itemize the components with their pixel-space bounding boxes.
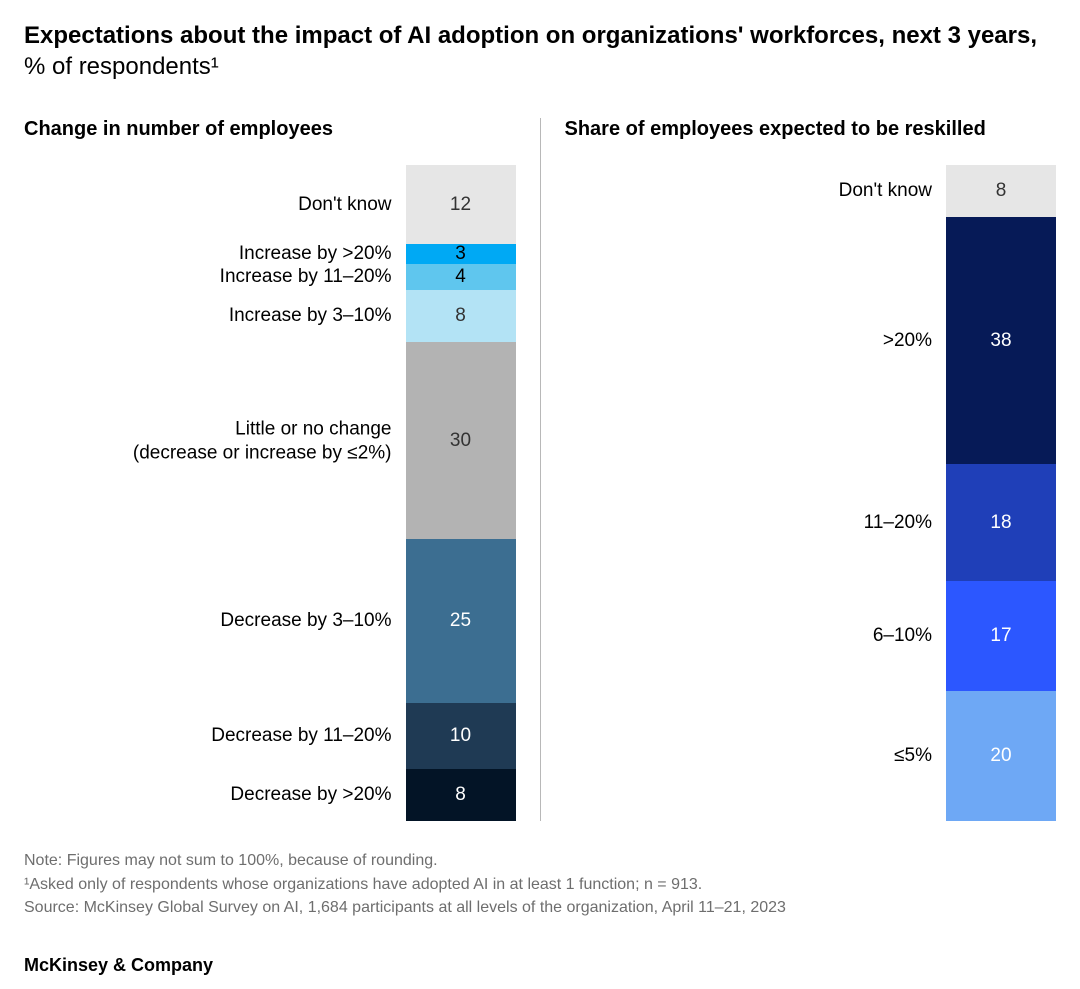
chart-right-bar: 8Don't know38>20%1811–20%176–10%20≤5% — [946, 165, 1056, 821]
bar-segment: 30Little or no change(decrease or increa… — [406, 342, 516, 539]
chart-left-bar: 12Don't know3Increase by >20%4Increase b… — [406, 165, 516, 821]
segment-label-sub: (decrease or increase by ≤2%) — [133, 441, 392, 465]
bar-segment: 4Increase by 11–20% — [406, 264, 516, 290]
bar-segment: 8Don't know — [946, 165, 1056, 217]
segment-label: Increase by 11–20% — [220, 265, 406, 289]
segment-label: Increase by >20% — [239, 242, 406, 266]
segment-label: >20% — [883, 329, 946, 353]
segment-label: Decrease by 11–20% — [211, 724, 405, 748]
bar-segment: 8Increase by 3–10% — [406, 290, 516, 342]
bar-segment: 25Decrease by 3–10% — [406, 539, 516, 703]
brand-label: McKinsey & Company — [24, 955, 1056, 976]
page-title-block: Expectations about the impact of AI adop… — [24, 20, 1056, 82]
segment-label: Don't know — [298, 193, 405, 217]
chart-left-body: 12Don't know3Increase by >20%4Increase b… — [24, 165, 516, 821]
footer-note: Note: Figures may not sum to 100%, becau… — [24, 849, 1056, 872]
bar-segment: 8Decrease by >20% — [406, 769, 516, 821]
segment-label: Decrease by 3–10% — [220, 609, 405, 633]
chart-right: Share of employees expected to be reskil… — [541, 118, 1057, 821]
footer-block: Note: Figures may not sum to 100%, becau… — [24, 849, 1056, 919]
bar-segment: 1811–20% — [946, 464, 1056, 581]
footer-source: Source: McKinsey Global Survey on AI, 1,… — [24, 896, 1056, 919]
bar-segment: 10Decrease by 11–20% — [406, 703, 516, 769]
segment-label: Don't know — [839, 179, 946, 203]
bar-segment: 20≤5% — [946, 691, 1056, 821]
page-title: Expectations about the impact of AI adop… — [24, 22, 1037, 49]
bar-segment: 3Increase by >20% — [406, 244, 516, 264]
chart-left: Change in number of employees 12Don't kn… — [24, 118, 540, 821]
segment-label: 6–10% — [873, 624, 946, 648]
segment-label: ≤5% — [894, 745, 946, 769]
footer-footnote: ¹Asked only of respondents whose organiz… — [24, 873, 1056, 896]
chart-left-title: Change in number of employees — [24, 118, 516, 141]
segment-label: Little or no change(decrease or increase… — [133, 417, 406, 465]
bar-segment: 176–10% — [946, 581, 1056, 691]
segment-label: Increase by 3–10% — [229, 304, 406, 328]
page-subtitle: % of respondents¹ — [24, 53, 219, 80]
segment-label: 11–20% — [864, 511, 946, 535]
segment-label: Decrease by >20% — [230, 783, 405, 807]
bar-segment: 12Don't know — [406, 165, 516, 244]
chart-right-title: Share of employees expected to be reskil… — [565, 118, 1057, 141]
chart-right-body: 8Don't know38>20%1811–20%176–10%20≤5% — [565, 165, 1057, 821]
charts-row: Change in number of employees 12Don't kn… — [24, 118, 1056, 821]
bar-segment: 38>20% — [946, 217, 1056, 464]
